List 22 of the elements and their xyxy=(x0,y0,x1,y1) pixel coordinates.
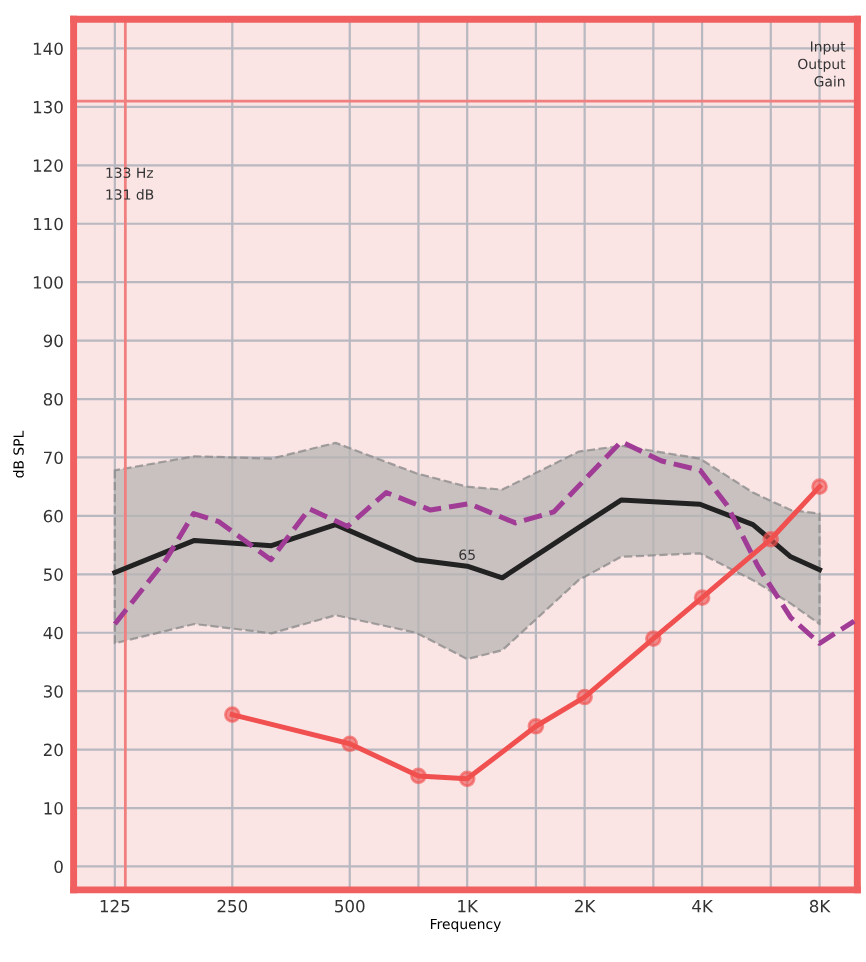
x-tick-label: 250 xyxy=(217,899,248,913)
y-tick-label: 130 xyxy=(33,100,63,114)
y-tick-label: 70 xyxy=(44,451,63,465)
y-tick-label: 50 xyxy=(43,568,63,581)
y-tick-label: 30 xyxy=(43,685,63,698)
x-tick-label: 500 xyxy=(335,899,365,913)
x-tick-label: 125 xyxy=(100,899,130,913)
x-tick-label: 2K xyxy=(575,899,596,913)
y-tick-label: 90 xyxy=(43,334,63,348)
y-tick-label: 80 xyxy=(43,393,63,406)
y-tick-label: 100 xyxy=(33,276,63,289)
x-tick-label: 1K xyxy=(458,900,479,913)
y-tick-label: 120 xyxy=(33,159,63,172)
x-tick-label: 4K xyxy=(692,900,714,913)
y-tick-label: 0 xyxy=(54,860,63,874)
y-tick-label: 40 xyxy=(43,626,63,640)
x-tick-label: 8K xyxy=(809,899,831,913)
y-tick-label: 10 xyxy=(44,802,63,815)
y-tick-label: 140 xyxy=(33,42,63,56)
y-tick-label: 60 xyxy=(43,509,63,523)
y-tick-label: 20 xyxy=(43,743,63,757)
y-tick-label: 110 xyxy=(33,217,63,231)
